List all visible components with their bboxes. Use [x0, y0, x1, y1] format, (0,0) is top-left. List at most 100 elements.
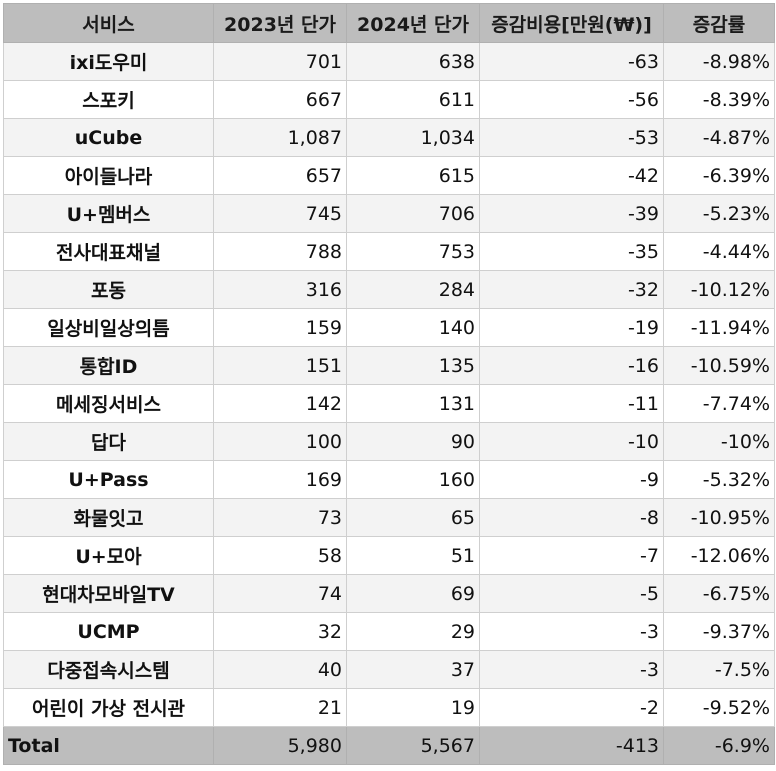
cost-change: -39 — [479, 194, 664, 233]
service-name: 스포키 — [3, 80, 214, 119]
table-row: 화물잇고 73 65 -8 -10.95% — [3, 498, 775, 537]
cost-change: -35 — [479, 232, 664, 271]
table-body: ixi도우미 701 638 -63 -8.98% 스포키 667 611 -56 -8.39% u… — [3, 42, 775, 727]
price-2023: 21 — [213, 688, 347, 727]
table-row: ixi도우미 701 638 -63 -8.98% — [3, 42, 775, 81]
cost-change: -63 — [479, 42, 664, 81]
price-2023: 316 — [213, 270, 347, 309]
table-row: 전사대표채널 788 753 -35 -4.44% — [3, 232, 775, 271]
change-rate: -7.5% — [663, 650, 775, 689]
table-header: 서비스 2023년 단가 2024년 단가 증감비용[만원(₩)] 증감률 — [3, 3, 775, 43]
change-rate: -6.39% — [663, 156, 775, 195]
table-row: U+Pass 169 160 -9 -5.32% — [3, 460, 775, 499]
change-rate: -12.06% — [663, 536, 775, 575]
total-change-rate: -6.9% — [663, 726, 775, 765]
change-rate: -10.12% — [663, 270, 775, 309]
table-row: 일상비일상의틈 159 140 -19 -11.94% — [3, 308, 775, 347]
service-name: 현대차모바일TV — [3, 574, 214, 613]
table-row: 포동 316 284 -32 -10.12% — [3, 270, 775, 309]
service-name: UCMP — [3, 612, 214, 651]
price-2023: 788 — [213, 232, 347, 271]
price-2023: 142 — [213, 384, 347, 423]
table-row: 메세징서비스 142 131 -11 -7.74% — [3, 384, 775, 423]
service-name: 답다 — [3, 422, 214, 461]
change-rate: -4.87% — [663, 118, 775, 157]
change-rate: -5.32% — [663, 460, 775, 499]
header-2023-price: 2023년 단가 — [213, 3, 347, 43]
service-name: U+Pass — [3, 460, 214, 499]
service-name: 일상비일상의틈 — [3, 308, 214, 347]
price-2023: 657 — [213, 156, 347, 195]
header-cost-change: 증감비용[만원(₩)] — [479, 3, 664, 43]
service-name: 통합ID — [3, 346, 214, 385]
change-rate: -11.94% — [663, 308, 775, 347]
price-2024: 69 — [346, 574, 480, 613]
cost-change: -32 — [479, 270, 664, 309]
service-name: U+모아 — [3, 536, 214, 575]
change-rate: -4.44% — [663, 232, 775, 271]
price-2023: 58 — [213, 536, 347, 575]
price-2024: 140 — [346, 308, 480, 347]
price-2024: 753 — [346, 232, 480, 271]
price-2024: 29 — [346, 612, 480, 651]
change-rate: -5.23% — [663, 194, 775, 233]
service-name: 어린이 가상 전시관 — [3, 688, 214, 727]
service-name: 화물잇고 — [3, 498, 214, 537]
header-change-rate: 증감률 — [663, 3, 775, 43]
price-2023: 100 — [213, 422, 347, 461]
total-2023-price: 5,980 — [213, 726, 347, 765]
cost-change: -7 — [479, 536, 664, 575]
price-2023: 151 — [213, 346, 347, 385]
price-2023: 1,087 — [213, 118, 347, 157]
table-row: 어린이 가상 전시관 21 19 -2 -9.52% — [3, 688, 775, 727]
price-2023: 667 — [213, 80, 347, 119]
table-row: 답다 100 90 -10 -10% — [3, 422, 775, 461]
price-2024: 90 — [346, 422, 480, 461]
service-name: 아이들나라 — [3, 156, 214, 195]
service-name: 전사대표채널 — [3, 232, 214, 271]
total-2024-price: 5,567 — [346, 726, 480, 765]
cost-change: -53 — [479, 118, 664, 157]
change-rate: -10.95% — [663, 498, 775, 537]
table-row: 아이들나라 657 615 -42 -6.39% — [3, 156, 775, 195]
price-2024: 135 — [346, 346, 480, 385]
cost-change: -19 — [479, 308, 664, 347]
price-2023: 40 — [213, 650, 347, 689]
price-2024: 160 — [346, 460, 480, 499]
service-name: ixi도우미 — [3, 42, 214, 81]
price-2024: 65 — [346, 498, 480, 537]
header-2024-price: 2024년 단가 — [346, 3, 480, 43]
service-name: 메세징서비스 — [3, 384, 214, 423]
price-2023: 74 — [213, 574, 347, 613]
cost-change: -3 — [479, 650, 664, 689]
price-2023: 169 — [213, 460, 347, 499]
total-row: Total 5,980 5,567 -413 -6.9% — [3, 726, 775, 765]
cost-change: -3 — [479, 612, 664, 651]
price-2024: 615 — [346, 156, 480, 195]
change-rate: -8.39% — [663, 80, 775, 119]
service-name: uCube — [3, 118, 214, 157]
total-cost-change: -413 — [479, 726, 664, 765]
cost-change: -9 — [479, 460, 664, 499]
cost-change: -42 — [479, 156, 664, 195]
table-row: 스포키 667 611 -56 -8.39% — [3, 80, 775, 119]
price-2023: 73 — [213, 498, 347, 537]
total-label: Total — [3, 726, 214, 765]
price-2023: 745 — [213, 194, 347, 233]
service-name: 포동 — [3, 270, 214, 309]
price-2024: 1,034 — [346, 118, 480, 157]
cost-change: -5 — [479, 574, 664, 613]
cost-change: -56 — [479, 80, 664, 119]
cost-change: -2 — [479, 688, 664, 727]
service-name: U+멤버스 — [3, 194, 214, 233]
price-2023: 159 — [213, 308, 347, 347]
cost-change: -11 — [479, 384, 664, 423]
change-rate: -10.59% — [663, 346, 775, 385]
price-2024: 706 — [346, 194, 480, 233]
change-rate: -9.37% — [663, 612, 775, 651]
cost-change: -8 — [479, 498, 664, 537]
table-row: uCube 1,087 1,034 -53 -4.87% — [3, 118, 775, 157]
table-row: 통합ID 151 135 -16 -10.59% — [3, 346, 775, 385]
price-2024: 37 — [346, 650, 480, 689]
price-2024: 19 — [346, 688, 480, 727]
